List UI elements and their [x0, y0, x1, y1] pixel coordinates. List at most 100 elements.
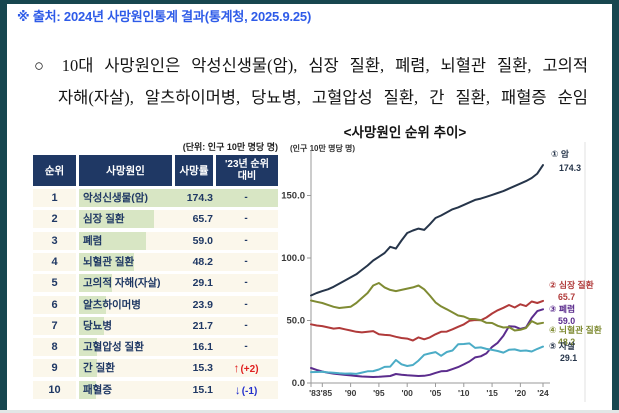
table-row: 7 당뇨병 21.7 - [33, 316, 278, 335]
svg-text:'00: '00 [401, 388, 413, 398]
rate-bar [79, 359, 97, 378]
table-header-cause: 사망원인 [79, 155, 172, 186]
rank-cell: 7 [33, 316, 76, 335]
table-unit-note: (단위: 인구 10만 명당 명) [182, 142, 278, 152]
trend-chart-svg: 0.0 50.0 100.0 150.0 '83'85 '90 '95 '00 '05 '10 '1… [281, 142, 602, 402]
rank-cell: 8 [33, 338, 76, 357]
cause-label: 간 질환 [83, 362, 115, 375]
row-content-cell: 고혈압성 질환 16.1 - [79, 338, 278, 357]
rank-change: - [244, 298, 248, 310]
rank-cell: 9 [33, 359, 76, 378]
page-border-bottom [0, 410, 619, 413]
row-content-cell: 당뇨병 21.7 - [79, 316, 278, 335]
svg-text:29.1: 29.1 [560, 353, 577, 363]
chart-title: <사망원인 순위 추이> [343, 125, 467, 140]
table-row: 1 악성신생물(암) 174.3 - [33, 189, 278, 207]
rank-cell: 5 [33, 274, 76, 293]
rate-bar [79, 380, 97, 399]
cause-label: 알츠하이머병 [83, 298, 141, 311]
rate-value: 174.3 [186, 192, 213, 204]
svg-text:65.7: 65.7 [558, 292, 575, 302]
rank-change: ↓(-1) [234, 382, 258, 397]
rate-bar [79, 189, 278, 207]
svg-text:② 심장 질환: ② 심장 질환 [549, 279, 594, 290]
rank-change: - [244, 213, 248, 225]
svg-text:③ 폐렴: ③ 폐렴 [549, 303, 575, 314]
svg-text:'24: '24 [537, 388, 549, 398]
rate-bar [79, 231, 147, 250]
rank-change: - [244, 341, 248, 353]
table-row: 6 알츠하이머병 23.9 - [33, 295, 278, 314]
rank-change: - [244, 234, 248, 246]
cause-label: 악성신생물(암) [83, 192, 148, 204]
up-arrow-icon: ↑ [233, 361, 240, 376]
table-row: 5 고의적 자해(자살) 29.1 - [33, 274, 278, 293]
bullet-line-1: ○ 10대 사망원인은 악성신생물(암), 심장 질환, 폐렴, 뇌혈관 질환,… [34, 56, 588, 75]
rate-bar [79, 274, 113, 293]
svg-text:'90: '90 [345, 388, 357, 398]
svg-text:⑤ 자살: ⑤ 자살 [549, 340, 575, 351]
cause-label: 고혈압성 질환 [83, 341, 144, 354]
page-border-left [0, 0, 7, 413]
svg-text:'20: '20 [515, 388, 527, 398]
chart-unit-label: (인구 10만 명당 명) [290, 144, 356, 153]
svg-text:'10: '10 [458, 388, 470, 398]
svg-text:100.0: 100.0 [281, 253, 305, 264]
table-row: 10 패혈증 15.1 ↓(-1) [33, 380, 278, 399]
rate-value: 15.1 [192, 383, 213, 396]
rate-value: 59.0 [192, 234, 213, 247]
rank-change: - [244, 192, 248, 203]
table-row: 3 폐렴 59.0 - [33, 231, 278, 250]
rate-value: 23.9 [192, 298, 213, 311]
page-border-top [0, 0, 619, 4]
svg-text:'15: '15 [486, 388, 498, 398]
rate-bar [79, 252, 134, 271]
table-header-delta: '23년 순위 대비 [216, 155, 278, 186]
rate-bar [79, 210, 154, 229]
rank-cell: 10 [33, 380, 76, 399]
table-row: 2 심장 질환 65.7 - [33, 210, 278, 229]
svg-text:① 암: ① 암 [551, 148, 569, 159]
svg-text:150.0: 150.0 [281, 191, 305, 202]
down-arrow-icon: ↓ [234, 382, 241, 397]
bullet-paragraph: ○ 10대 사망원인은 악성신생물(암), 심장 질환, 폐렴, 뇌혈관 질환,… [34, 50, 588, 114]
row-content-cell: 심장 질환 65.7 - [79, 210, 278, 229]
rate-value: 15.3 [192, 362, 213, 375]
row-content-cell: 간 질환 15.3 ↑(+2) [79, 359, 278, 378]
cause-label: 심장 질환 [83, 213, 125, 226]
svg-text:'83'85: '83'85 [309, 388, 332, 398]
svg-text:'95: '95 [373, 388, 385, 398]
rate-bar [79, 316, 104, 335]
svg-text:50.0: 50.0 [287, 316, 306, 327]
source-note: ※ 출처: 2024년 사망원인통계 결과(통계청, 2025.9.25) [17, 9, 312, 24]
svg-text:④ 뇌혈관 질환: ④ 뇌혈관 질환 [549, 324, 602, 335]
rank-cell: 1 [33, 189, 76, 207]
rate-value: 16.1 [192, 341, 213, 354]
rank-cell: 2 [33, 210, 76, 229]
cause-label: 폐렴 [83, 234, 103, 247]
table-row: 4 뇌혈관 질환 48.2 - [33, 252, 278, 271]
cause-label: 고의적 자해(자살) [83, 277, 161, 290]
cause-label: 뇌혈관 질환 [83, 255, 135, 268]
rank-change: ↑(+2) [233, 361, 259, 376]
row-content-cell: 고의적 자해(자살) 29.1 - [79, 274, 278, 293]
rate-value: 48.2 [192, 255, 213, 268]
svg-text:0.0: 0.0 [292, 378, 305, 389]
table-row: 8 고혈압성 질환 16.1 - [33, 338, 278, 357]
page-border-right [612, 0, 619, 413]
rate-value: 21.7 [192, 319, 213, 332]
bullet-line-2: 자해(자살), 알츠하이머병, 당뇨병, 고혈압성 질환, 간 질환, 패혈증 … [58, 88, 588, 107]
svg-text:174.3: 174.3 [559, 163, 581, 173]
rank-cell: 3 [33, 231, 76, 250]
table-header-delta-line2: 대비 [237, 170, 257, 182]
rank-change: - [244, 277, 248, 289]
rate-bar [79, 338, 98, 357]
death-cause-table: 순위 사망원인 사망률 '23년 순위 대비 1 악성신생물(암) 174.3 - 2 심… [33, 155, 278, 405]
table-header-rate: 사망률 [175, 155, 213, 186]
rank-change: - [244, 319, 248, 331]
rank-cell: 6 [33, 295, 76, 314]
svg-text:59.0: 59.0 [558, 316, 575, 326]
row-content-cell: 악성신생물(암) 174.3 - [79, 189, 278, 207]
row-content-cell: 폐렴 59.0 - [79, 231, 278, 250]
